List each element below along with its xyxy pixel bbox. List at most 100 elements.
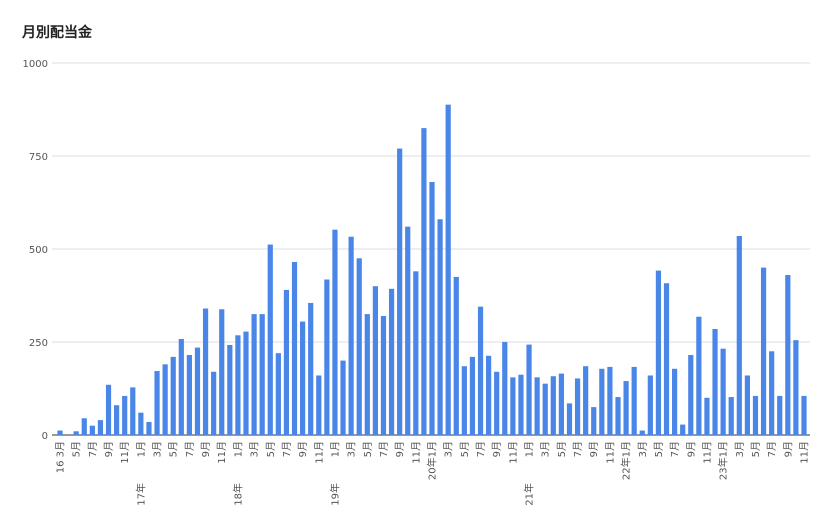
bar: [405, 226, 411, 435]
bar: [130, 387, 136, 435]
bar: [219, 309, 225, 435]
x-tick-label: 7月: [766, 441, 778, 457]
y-tick-label: 500: [29, 245, 48, 256]
y-tick-label: 250: [29, 338, 48, 349]
bar: [235, 335, 241, 435]
bar: [251, 314, 257, 435]
bar: [469, 356, 476, 435]
x-tick-label: 11月: [701, 441, 713, 464]
x-group-label: 19年: [328, 483, 341, 506]
x-tick-label: 11月: [216, 441, 228, 464]
bar: [631, 366, 637, 435]
bar: [542, 383, 548, 435]
bar: [712, 328, 718, 435]
bar: [785, 275, 791, 435]
x-tick-label: 3月: [346, 441, 358, 457]
bar: [760, 267, 767, 435]
bar: [599, 368, 605, 435]
x-tick-label: 9月: [394, 441, 406, 457]
bar: [283, 289, 290, 435]
bar: [57, 430, 63, 435]
bar: [170, 356, 176, 435]
bar: [769, 351, 775, 435]
bar: [744, 375, 750, 435]
bar: [486, 355, 492, 435]
x-tick-label: 20年1月: [426, 441, 439, 480]
bar: [793, 340, 799, 435]
bar: [526, 344, 532, 435]
bar: [696, 316, 702, 435]
x-tick-label: 7月: [87, 441, 99, 457]
bar: [267, 244, 273, 435]
x-tick-label: 23年1月: [717, 441, 730, 480]
bar: [308, 302, 314, 435]
x-tick-label: 22年1月: [620, 441, 633, 480]
x-tick-label: 5月: [459, 441, 471, 457]
bar: [413, 271, 419, 435]
x-tick-label: 7月: [378, 441, 390, 457]
bar: [502, 342, 508, 435]
x-tick-label: 3月: [637, 441, 649, 457]
bar: [372, 286, 378, 435]
x-tick-label: 7月: [669, 441, 681, 457]
x-tick-label: 9月: [297, 441, 309, 457]
bar: [777, 395, 783, 435]
bar: [688, 355, 694, 435]
x-tick-label: 3月: [443, 441, 455, 457]
bar: [550, 376, 556, 435]
x-tick-label: 1月: [135, 441, 147, 457]
bar: [752, 395, 759, 435]
x-tick-label: 11月: [507, 441, 519, 464]
bar: [574, 378, 581, 435]
bar: [421, 128, 427, 435]
bar: [178, 339, 184, 435]
bar: [81, 418, 87, 435]
x-tick-label: 11月: [119, 441, 131, 464]
x-group-label: 21年: [523, 483, 536, 506]
x-tick-label: 5月: [653, 441, 665, 457]
bar: [615, 397, 621, 435]
x-tick-label: 1月: [329, 441, 341, 457]
x-tick-label: 5月: [556, 441, 568, 457]
bar: [623, 381, 629, 435]
bar: [162, 364, 168, 435]
bar: [89, 425, 95, 435]
bar: [194, 347, 201, 435]
bar: [477, 306, 484, 435]
bar: [105, 384, 112, 435]
bar: [647, 375, 653, 435]
bar: [728, 397, 734, 435]
bar: [324, 279, 330, 435]
bar: [429, 182, 435, 435]
bar: [680, 424, 686, 435]
bar: [518, 374, 524, 435]
bar: [122, 395, 128, 435]
x-tick-label: 11月: [410, 441, 422, 464]
chart-title: 月別配当金: [21, 24, 93, 41]
x-tick-label: 7月: [572, 441, 584, 457]
x-tick-label: 7月: [281, 441, 293, 457]
x-group-label: 18年: [231, 483, 244, 506]
bar: [275, 353, 281, 435]
x-tick-label: 9月: [685, 441, 697, 457]
bar: [566, 403, 573, 435]
bar: [356, 258, 362, 435]
x-tick-label: 9月: [588, 441, 600, 457]
bar: [494, 371, 500, 435]
x-tick-label: 3月: [249, 441, 261, 457]
bar: [704, 397, 710, 435]
bar: [340, 360, 346, 435]
x-tick-label: 5月: [168, 441, 180, 457]
x-tick-label: 5月: [71, 441, 83, 457]
bar: [138, 412, 144, 435]
bar: [211, 371, 217, 435]
y-tick-label: 1000: [23, 59, 48, 70]
bar: [154, 371, 160, 435]
x-tick-label: 11月: [604, 441, 616, 464]
bar: [445, 104, 451, 435]
x-tick-label: 5月: [265, 441, 277, 457]
x-tick-label: 7月: [184, 441, 196, 457]
bar: [97, 420, 104, 435]
x-tick-label: 11月: [313, 441, 325, 464]
